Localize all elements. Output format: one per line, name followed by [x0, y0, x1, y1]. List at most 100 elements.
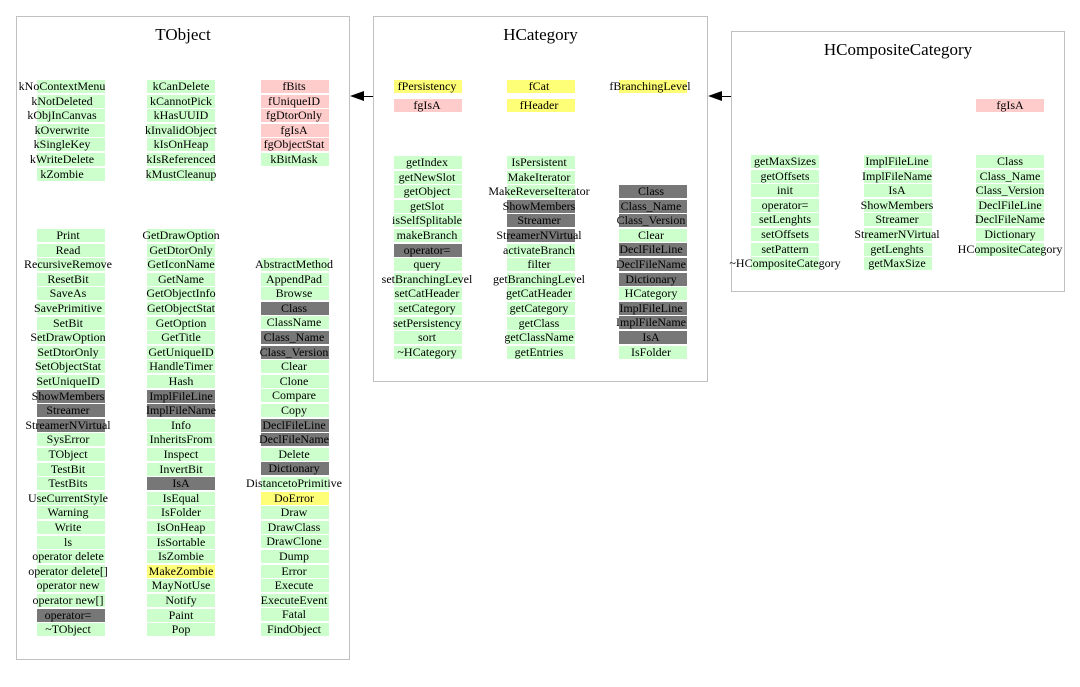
member-highlight: [261, 316, 329, 329]
member-label: ShowMembers: [31, 389, 105, 403]
member-label: RecursiveRemove: [24, 257, 112, 271]
member-highlight: [37, 95, 105, 108]
member-label: DoError: [274, 491, 314, 505]
member-highlight: [864, 257, 932, 270]
member-highlight: [147, 536, 215, 549]
member-highlight: [976, 184, 1044, 197]
member-label: IsFolder: [631, 345, 671, 359]
member-highlight: [394, 287, 462, 300]
member-highlight: [37, 390, 105, 403]
member-highlight: [37, 463, 105, 476]
member-label: Class: [996, 154, 1024, 168]
member-label: StreamerNVirtual: [854, 227, 940, 241]
member-highlight: [394, 258, 462, 271]
member-label: MakeIterator: [507, 170, 571, 184]
inheritance-arrow-line: [720, 96, 731, 97]
member-label: Execute: [274, 578, 314, 592]
member-highlight: [147, 331, 215, 344]
member-label: isSelfSplitable: [392, 213, 462, 227]
member-highlight: [394, 80, 462, 93]
member-label: DeclFileLine: [619, 242, 683, 256]
member-label: SetDrawOption: [30, 330, 106, 344]
member-highlight: [751, 155, 819, 168]
member-label: ExecuteEvent: [260, 593, 328, 607]
member-highlight: [976, 99, 1044, 112]
member-label: fBranchingLevel: [609, 79, 691, 93]
member-highlight: [751, 243, 819, 256]
member-label: operator=: [403, 243, 451, 257]
inheritance-arrow-line: [362, 96, 373, 97]
member-label: setCategory: [398, 301, 456, 315]
member-highlight: [37, 287, 105, 300]
member-highlight: [751, 184, 819, 197]
member-highlight: [37, 404, 105, 417]
member-highlight: [37, 536, 105, 549]
member-highlight: [619, 331, 687, 344]
member-label: GetDtorOnly: [149, 243, 213, 257]
member-highlight: [147, 138, 215, 151]
member-highlight: [394, 244, 462, 257]
member-highlight: [147, 317, 215, 330]
member-label: kCanDelete: [152, 79, 210, 93]
member-label: kBitMask: [270, 152, 318, 166]
member-label: SetBit: [52, 316, 84, 330]
member-label: fgIsA: [280, 123, 308, 137]
member-label: MakeReverseIterator: [488, 184, 590, 198]
member-highlight: [507, 171, 575, 184]
member-highlight: [394, 273, 462, 286]
member-highlight: [507, 229, 575, 242]
member-highlight: [147, 109, 215, 122]
member-label: ImplFileLine: [149, 389, 213, 403]
member-highlight: [147, 80, 215, 93]
member-label: GetObjectInfo: [146, 286, 216, 300]
member-label: AbstractMethod: [255, 257, 333, 271]
member-label: getLenghts: [870, 242, 924, 256]
member-label: kSingleKey: [33, 137, 91, 151]
member-label: StreamerNVirtual: [496, 228, 582, 242]
member-highlight: [261, 594, 329, 607]
member-label: kObjInCanvas: [27, 108, 97, 122]
member-highlight: [507, 244, 575, 257]
member-label: SavePrimitive: [34, 301, 102, 315]
member-highlight: [507, 80, 575, 93]
member-highlight: [147, 404, 215, 417]
member-highlight: [147, 302, 215, 315]
member-highlight: [147, 95, 215, 108]
member-highlight: [619, 287, 687, 300]
member-label: ShowMembers: [502, 199, 576, 213]
member-label: GetTitle: [161, 330, 201, 344]
member-highlight: [147, 273, 215, 286]
member-highlight: [619, 316, 687, 329]
member-highlight: [751, 213, 819, 226]
member-label: Read: [55, 243, 81, 257]
member-label: setCatHeader: [394, 286, 460, 300]
member-highlight: [619, 243, 687, 256]
member-label: StreamerNVirtual: [25, 418, 111, 432]
member-highlight: [37, 448, 105, 461]
member-label: kNotDeleted: [31, 94, 93, 108]
member-label: getMaxSize: [868, 256, 926, 270]
member-label: fHeader: [519, 98, 559, 112]
member-label: ImplFileLine: [619, 301, 683, 315]
member-label: fCat: [528, 79, 550, 93]
member-highlight: [37, 244, 105, 257]
member-label: fgObjectStat: [263, 137, 325, 151]
member-highlight: [37, 109, 105, 122]
member-highlight: [37, 579, 105, 592]
inheritance-arrow-head: [350, 91, 364, 101]
member-label: Class_Name: [979, 169, 1041, 183]
member-highlight: [37, 346, 105, 359]
member-highlight: [37, 153, 105, 166]
member-label: ImplFileName: [616, 315, 686, 329]
member-label: ~TObject: [45, 622, 91, 636]
member-highlight: [261, 80, 329, 93]
member-highlight: [976, 155, 1044, 168]
member-highlight: [37, 302, 105, 315]
member-label: ImplFileName: [146, 403, 216, 417]
member-label: fgIsA: [996, 98, 1024, 112]
member-label: Draw: [280, 505, 308, 519]
member-label: Clear: [281, 359, 307, 373]
member-label: Error: [281, 564, 307, 578]
member-highlight: [147, 623, 215, 636]
member-highlight: [261, 287, 329, 300]
